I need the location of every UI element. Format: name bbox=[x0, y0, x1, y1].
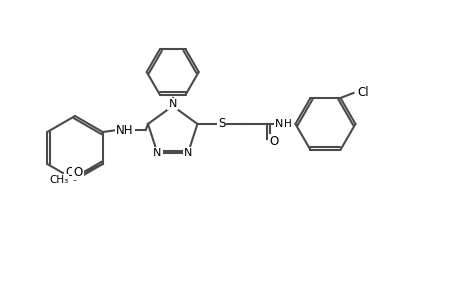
Text: H: H bbox=[283, 119, 291, 129]
Text: S: S bbox=[217, 118, 224, 130]
Text: O: O bbox=[269, 136, 279, 148]
Text: O: O bbox=[73, 166, 83, 178]
Text: N: N bbox=[274, 119, 283, 129]
Text: CH₃: CH₃ bbox=[49, 175, 68, 185]
Text: Cl: Cl bbox=[357, 86, 369, 100]
Text: N: N bbox=[153, 148, 161, 158]
Text: N: N bbox=[168, 99, 177, 109]
Text: NH: NH bbox=[116, 124, 133, 136]
Text: O: O bbox=[65, 166, 74, 178]
Text: N: N bbox=[184, 148, 192, 158]
